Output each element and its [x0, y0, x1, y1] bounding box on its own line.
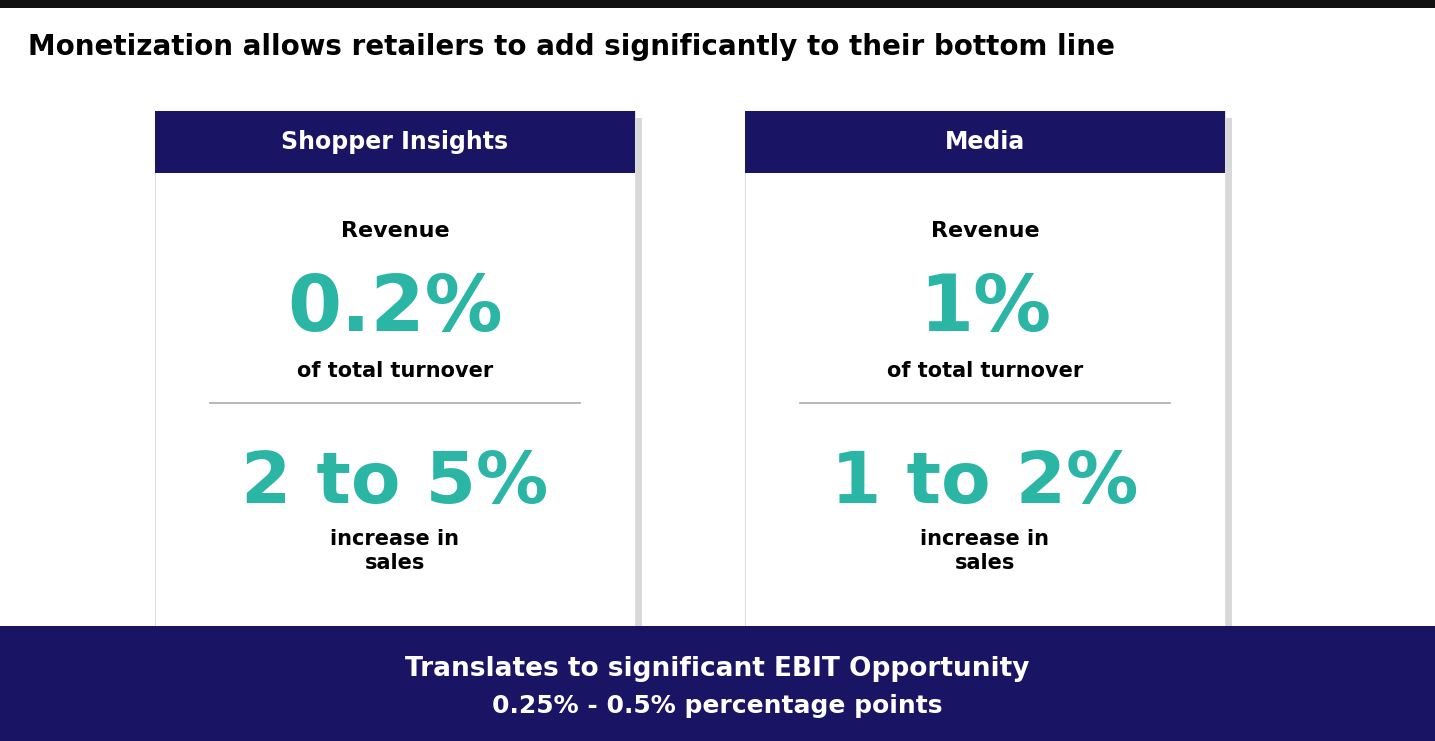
- Text: 2 to 5%: 2 to 5%: [241, 448, 548, 517]
- FancyBboxPatch shape: [745, 111, 1225, 173]
- Text: Revenue: Revenue: [340, 221, 449, 241]
- FancyBboxPatch shape: [745, 111, 1225, 631]
- Text: Media: Media: [944, 130, 1025, 154]
- FancyBboxPatch shape: [155, 111, 636, 173]
- Text: 0.25% - 0.5% percentage points: 0.25% - 0.5% percentage points: [492, 694, 943, 719]
- Text: Shopper Insights: Shopper Insights: [281, 130, 508, 154]
- Text: of total turnover: of total turnover: [297, 361, 494, 381]
- FancyBboxPatch shape: [155, 111, 636, 631]
- FancyBboxPatch shape: [0, 626, 1435, 741]
- Text: Translates to significant EBIT Opportunity: Translates to significant EBIT Opportuni…: [405, 656, 1030, 682]
- Text: of total turnover: of total turnover: [887, 361, 1083, 381]
- Bar: [0, 0, 1435, 8]
- Text: 1 to 2%: 1 to 2%: [831, 448, 1139, 517]
- Text: Revenue: Revenue: [931, 221, 1039, 241]
- FancyBboxPatch shape: [162, 118, 641, 638]
- Text: 1%: 1%: [918, 271, 1050, 347]
- FancyBboxPatch shape: [752, 118, 1233, 638]
- Text: increase in
sales: increase in sales: [920, 529, 1049, 573]
- Text: increase in
sales: increase in sales: [330, 529, 459, 573]
- Text: Monetization allows retailers to add significantly to their bottom line: Monetization allows retailers to add sig…: [29, 33, 1115, 61]
- Text: 0.2%: 0.2%: [287, 271, 502, 347]
